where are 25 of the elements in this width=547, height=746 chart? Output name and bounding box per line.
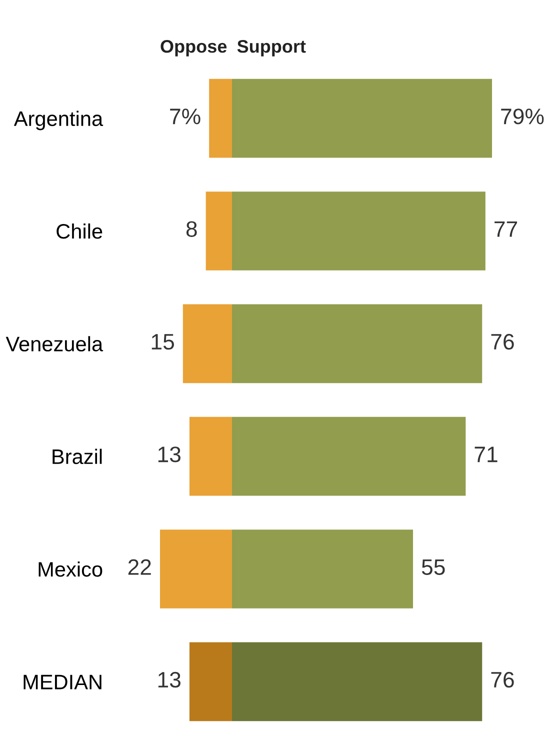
y-tick-label: Brazil (52, 448, 102, 464)
data-label: 22 (128, 559, 151, 575)
data-label: 77 (494, 221, 518, 237)
data-label: 15 (152, 334, 174, 350)
data-label: 79% (501, 108, 544, 124)
bar (189, 416, 232, 496)
data-label: 7% (170, 108, 200, 124)
data-label: 55 (422, 559, 445, 575)
data-label: 71 (474, 446, 498, 462)
y-tick-label: Mexico (38, 561, 102, 577)
bar (206, 192, 232, 270)
series-label: Support (237, 40, 306, 56)
series-label: Oppose (160, 40, 227, 56)
y-tick-label: Chile (56, 223, 102, 239)
data-label: 76 (491, 334, 514, 350)
data-label: 13 (158, 446, 180, 462)
data-label: 8 (186, 221, 197, 237)
y-tick-label: Venezuela (6, 336, 104, 352)
data-label: 13 (158, 672, 180, 688)
y-tick-label: MEDIAN (24, 674, 102, 690)
data-label: 76 (491, 672, 514, 688)
bar (182, 304, 232, 384)
y-tick-label: Argentina (14, 110, 104, 130)
bar (209, 78, 232, 158)
bar (189, 642, 232, 722)
